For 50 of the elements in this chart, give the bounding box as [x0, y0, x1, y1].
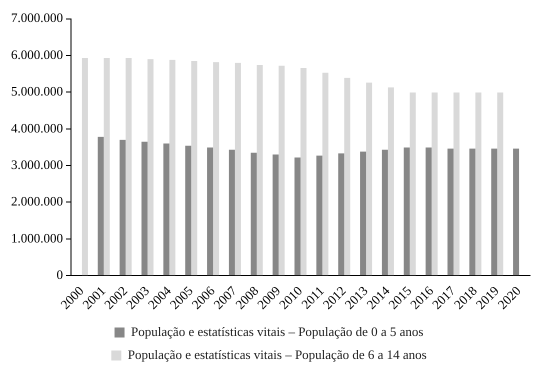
- bar: [300, 68, 307, 276]
- y-tick-label: 2.000.000: [11, 194, 63, 209]
- legend-label: População e estatísticas vitais – População de 0 a 5 anos: [131, 324, 424, 339]
- bar: [141, 142, 148, 276]
- bar: [148, 59, 154, 276]
- bar: [316, 156, 322, 276]
- y-tick-label: 7.000.000: [11, 10, 63, 26]
- bar: [126, 58, 132, 276]
- y-tick-label: 4.000.000: [11, 120, 63, 136]
- bar: [382, 150, 388, 276]
- bar: [404, 148, 410, 276]
- bar: [228, 150, 235, 276]
- bar: [120, 140, 126, 276]
- y-tick-label: 0: [56, 267, 63, 282]
- y-tick-label: 6.000.000: [11, 46, 63, 62]
- bar: [475, 92, 482, 276]
- y-tick-label: 5.000.000: [11, 84, 63, 99]
- bar: [191, 60, 198, 276]
- bar: [234, 62, 241, 276]
- bar: [256, 65, 263, 276]
- bar: [338, 153, 344, 276]
- bar: [454, 92, 460, 276]
- bar: [322, 72, 328, 276]
- bar: [213, 62, 220, 276]
- bar: [344, 78, 350, 276]
- bar: [272, 154, 279, 276]
- bar: [447, 148, 454, 276]
- bar: [497, 92, 504, 276]
- bar: [104, 58, 110, 276]
- bar: [432, 92, 438, 276]
- bar: [250, 152, 257, 276]
- bar: [98, 136, 104, 276]
- bar: [82, 58, 88, 276]
- bar: [278, 66, 285, 276]
- bar: [388, 87, 394, 276]
- bar: [360, 152, 366, 276]
- bar: [513, 148, 520, 276]
- bar: [410, 92, 416, 276]
- legend-label: População e estatísticas vitais – População de 6 a 14 anos: [128, 346, 427, 362]
- bar: [469, 148, 476, 276]
- bar: [185, 146, 192, 276]
- bar: [169, 60, 176, 276]
- y-tick-label: 1.000.000: [11, 230, 63, 246]
- bar: [207, 148, 214, 276]
- bar: [366, 82, 372, 276]
- bar: [294, 157, 300, 276]
- bar: [426, 148, 432, 276]
- y-tick-label: 3.000.000: [11, 156, 63, 172]
- bar: [491, 148, 498, 276]
- bar: [163, 144, 170, 276]
